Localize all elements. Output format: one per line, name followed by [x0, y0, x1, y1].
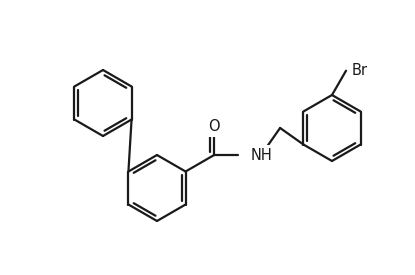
- Text: Br: Br: [352, 63, 368, 78]
- Text: NH: NH: [250, 147, 272, 163]
- Text: O: O: [208, 119, 220, 134]
